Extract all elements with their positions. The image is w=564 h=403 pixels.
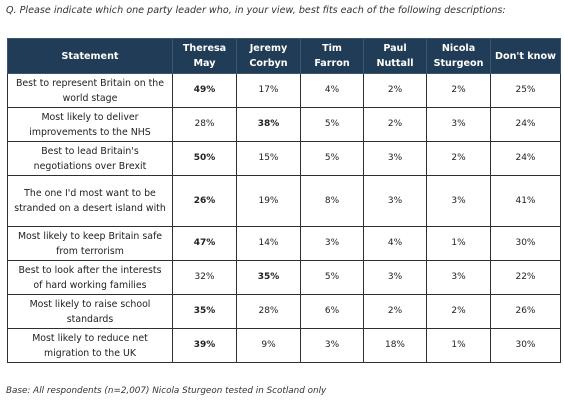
value-cell: 17% <box>236 73 301 108</box>
value-cell: 3% <box>363 141 427 176</box>
value-cell: 9% <box>236 328 301 363</box>
value-cell: 1% <box>426 328 491 363</box>
value-cell: 3% <box>426 107 491 142</box>
statement-cell: Most likely to raise school standards <box>7 294 173 329</box>
value-cell: 24% <box>490 141 561 176</box>
statement-cell: Best to look after the interests of hard… <box>7 260 173 295</box>
value-cell: 26% <box>172 175 237 227</box>
value-cell: 3% <box>300 226 364 261</box>
value-cell: 35% <box>236 260 301 295</box>
value-cell: 28% <box>236 294 301 329</box>
value-cell: 4% <box>300 73 364 108</box>
table-row: Best to look after the interests of hard… <box>7 260 561 295</box>
value-cell: 41% <box>490 175 561 227</box>
table-row: Best to represent Britain on the world s… <box>7 73 561 108</box>
column-header: Nicola Sturgeon <box>426 38 491 74</box>
table-row: Most likely to raise school standards 35%… <box>7 294 561 329</box>
column-header: Paul Nuttall <box>363 38 427 74</box>
value-cell: 5% <box>300 141 364 176</box>
table-row: Most likely to reduce net migration to t… <box>7 328 561 363</box>
value-cell: 2% <box>363 107 427 142</box>
column-header: Jeremy Corbyn <box>236 38 301 74</box>
value-cell: 32% <box>172 260 237 295</box>
column-header: Tim Farron <box>300 38 364 74</box>
value-cell: 6% <box>300 294 364 329</box>
value-cell: 4% <box>363 226 427 261</box>
value-cell: 38% <box>236 107 301 142</box>
statement-cell: Most likely to deliver improvements to t… <box>7 107 173 142</box>
value-cell: 5% <box>300 260 364 295</box>
header-row: Statement Theresa May Jeremy Corbyn Tim Far… <box>7 38 561 74</box>
value-cell: 1% <box>426 226 491 261</box>
survey-table: Statement Theresa May Jeremy Corbyn Tim Far… <box>7 38 561 363</box>
value-cell: 3% <box>363 175 427 227</box>
column-header: Don't know <box>490 38 561 74</box>
table-body: Best to represent Britain on the world s… <box>7 73 561 363</box>
value-cell: 2% <box>426 73 491 108</box>
statement-cell: Best to represent Britain on the world s… <box>7 73 173 108</box>
statement-cell: Most likely to reduce net migration to t… <box>7 328 173 363</box>
value-cell: 5% <box>300 107 364 142</box>
value-cell: 26% <box>490 294 561 329</box>
table-row: Best to lead Britain's negotiations over… <box>7 141 561 176</box>
value-cell: 50% <box>172 141 237 176</box>
table-row: Most likely to deliver improvements to t… <box>7 107 561 142</box>
value-cell: 19% <box>236 175 301 227</box>
value-cell: 3% <box>426 260 491 295</box>
statement-cell: Best to lead Britain's negotiations over… <box>7 141 173 176</box>
value-cell: 30% <box>490 328 561 363</box>
value-cell: 2% <box>363 294 427 329</box>
table-row: The one I'd most want to be stranded on … <box>7 175 561 227</box>
value-cell: 15% <box>236 141 301 176</box>
statement-cell: Most likely to keep Britain safe from te… <box>7 226 173 261</box>
statement-cell: The one I'd most want to be stranded on … <box>7 175 173 227</box>
value-cell: 8% <box>300 175 364 227</box>
value-cell: 28% <box>172 107 237 142</box>
table-row: Most likely to keep Britain safe from te… <box>7 226 561 261</box>
value-cell: 2% <box>363 73 427 108</box>
value-cell: 2% <box>426 141 491 176</box>
column-header: Theresa May <box>172 38 237 74</box>
value-cell: 24% <box>490 107 561 142</box>
value-cell: 2% <box>426 294 491 329</box>
table-header: Statement Theresa May Jeremy Corbyn Tim Far… <box>7 38 561 74</box>
value-cell: 35% <box>172 294 237 329</box>
value-cell: 22% <box>490 260 561 295</box>
value-cell: 47% <box>172 226 237 261</box>
value-cell: 39% <box>172 328 237 363</box>
value-cell: 14% <box>236 226 301 261</box>
value-cell: 3% <box>363 260 427 295</box>
column-header: Statement <box>7 38 173 74</box>
value-cell: 25% <box>490 73 561 108</box>
value-cell: 3% <box>426 175 491 227</box>
value-cell: 3% <box>300 328 364 363</box>
value-cell: 49% <box>172 73 237 108</box>
value-cell: 18% <box>363 328 427 363</box>
question-text: Q. Please indicate which one party leade… <box>6 5 506 16</box>
value-cell: 30% <box>490 226 561 261</box>
base-note: Base: All respondents (n=2,007) Nicola S… <box>6 386 327 396</box>
